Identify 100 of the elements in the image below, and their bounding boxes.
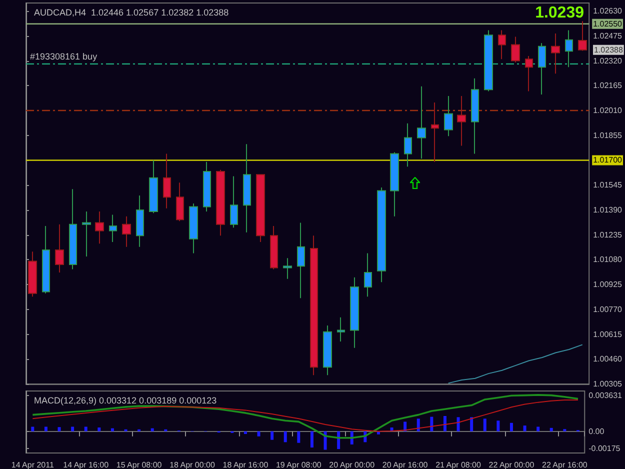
- ref-line-label: 1.01700: [593, 156, 623, 165]
- x-tick-label: 20 Apr 16:00: [382, 460, 428, 469]
- x-tick-label: 15 Apr 08:00: [116, 460, 162, 469]
- bar: [510, 422, 513, 432]
- bar: [244, 431, 247, 434]
- y-tick-label: 1.02320: [593, 56, 623, 66]
- candlestick: [69, 188, 77, 270]
- bar: [44, 426, 48, 432]
- candlestick: [189, 203, 198, 254]
- candlestick: [203, 161, 211, 212]
- candlestick: [498, 30, 506, 60]
- x-tick-label: 21 Apr 08:00: [436, 460, 482, 469]
- text: 1.02388: [594, 45, 624, 54]
- x-tick-label: 14 Apr 2011: [11, 460, 54, 469]
- bar: [257, 431, 260, 436]
- bar: [84, 426, 88, 432]
- candlestick: [149, 160, 158, 214]
- candlestick: [444, 96, 453, 137]
- bar: [31, 426, 34, 432]
- bar: [297, 431, 300, 443]
- candlestick: [256, 174, 265, 243]
- candlestick: [565, 30, 573, 68]
- bar: [150, 428, 154, 432]
- x-tick-label: 19 Apr 08:00: [276, 460, 322, 469]
- y-tick-label: 1.02010: [593, 106, 623, 115]
- x-tick-label: 18 Apr 16:00: [222, 460, 269, 469]
- candlestick: [310, 235, 318, 376]
- line-series: [32, 399, 578, 432]
- candlestick: [82, 211, 91, 257]
- candlestick: [163, 153, 171, 209]
- candlestick: [364, 252, 372, 298]
- bar: [404, 422, 407, 432]
- candlestick: [484, 30, 493, 92]
- y-tick-label: 1.00770: [593, 304, 623, 314]
- bar: [470, 417, 474, 432]
- candlestick: [404, 122, 412, 168]
- candlestick: [538, 42, 546, 95]
- candlestick: [122, 216, 131, 248]
- y-tick-label: 1.00305: [593, 380, 623, 388]
- candlestick: [350, 276, 359, 348]
- bar: [58, 427, 61, 432]
- bar: [71, 426, 74, 432]
- y-tick-label: 1.02475: [593, 31, 623, 40]
- candlestick: [176, 182, 184, 222]
- ref-line-label: #193308161 buy: [30, 51, 98, 62]
- bar: [443, 416, 446, 432]
- bar: [310, 431, 314, 448]
- x-tick-label: 18 Apr 00:00: [170, 460, 216, 469]
- y-tick-label: 1.01855: [593, 130, 623, 140]
- x-tick-label: 22 Apr 16:00: [542, 460, 588, 469]
- y-tick-label: 1.01080: [593, 255, 623, 264]
- candlestick: [551, 32, 560, 74]
- y-tick-label: 1.01545: [593, 180, 623, 190]
- bar: [270, 431, 274, 440]
- y-tick-label: 1.00615: [593, 330, 623, 339]
- bar: [416, 418, 420, 432]
- bar: [98, 428, 101, 432]
- y-tick-label: -0.00175: [588, 444, 621, 454]
- y-tick-label: 1.02630: [593, 6, 623, 16]
- bar: [110, 428, 114, 432]
- candlestick: [136, 195, 144, 248]
- y-tick-label: 1.00925: [593, 280, 623, 290]
- candlestick: [323, 324, 332, 376]
- candlestick: [471, 78, 479, 154]
- candlestick: [431, 102, 439, 162]
- y-tick-label: 0.003631: [588, 391, 623, 400]
- candlestick: [230, 176, 238, 228]
- candlestick: [216, 169, 225, 236]
- candlestick: [283, 258, 292, 280]
- x-tick-label: 20 Apr 00:00: [329, 460, 376, 469]
- bar: [430, 416, 434, 432]
- text: MACD(12,26,9) 0.003312 0.003189 0.000123: [34, 396, 217, 406]
- candlestick: [457, 96, 466, 146]
- candlestick: [270, 225, 278, 270]
- candlestick: [578, 20, 587, 52]
- y-tick-label: 1.01390: [593, 205, 623, 214]
- candlestick: [243, 144, 251, 233]
- bar: [284, 431, 287, 442]
- bar: [456, 417, 460, 432]
- bar: [496, 420, 500, 432]
- line-series: [448, 344, 583, 384]
- candlestick: [511, 36, 520, 63]
- candlestick: [109, 214, 117, 243]
- bar: [550, 428, 553, 432]
- bar: [483, 418, 486, 432]
- candlestick: [525, 55, 533, 92]
- y-tick-label: 1.01235: [593, 230, 623, 240]
- y-tick-label: 0.00: [588, 426, 605, 436]
- candlestick: [377, 186, 386, 283]
- candlestick: [417, 86, 426, 160]
- bar: [536, 426, 540, 432]
- candlestick: [55, 224, 64, 274]
- candlestick: [297, 222, 305, 299]
- annotation: 1.0239: [535, 4, 584, 22]
- text: AUDCAD,H4 1.02446 1.02567 1.02382 1.02388: [34, 8, 229, 18]
- line-series: [32, 394, 579, 439]
- y-tick-label: 1.02165: [593, 81, 623, 90]
- candlestick: [337, 316, 345, 342]
- ref-line-label: 1.02550: [593, 19, 623, 28]
- y-tick-label: 1.00460: [593, 354, 623, 364]
